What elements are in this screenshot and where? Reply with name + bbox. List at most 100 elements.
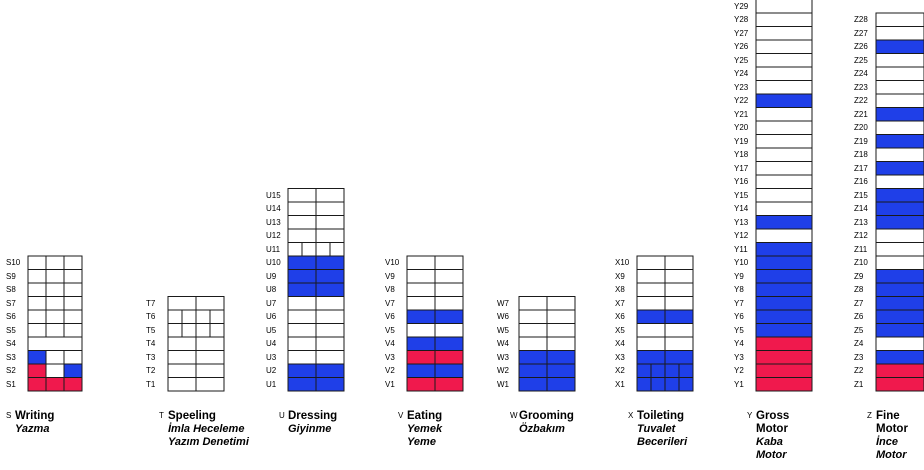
cell-s5-3 [63, 323, 83, 338]
row-label: V1 [385, 379, 395, 389]
cell-u15-2 [315, 188, 345, 203]
cell-v4-1 [406, 336, 436, 351]
cell-u4-2 [315, 336, 345, 351]
cell-w5-1 [518, 323, 548, 338]
cell-u12-1 [287, 228, 317, 243]
category-title-tr: Tuvalet [637, 423, 676, 435]
row-label: Y19 [734, 136, 749, 146]
cell-z27-1 [875, 26, 924, 41]
grid-y [755, 0, 813, 392]
row-label: S7 [6, 298, 16, 308]
row-label: Z1 [854, 379, 864, 389]
cell-s8-2 [45, 282, 65, 297]
category-title-tr: İmla Heceleme [168, 423, 245, 435]
row-label: Z22 [854, 96, 868, 105]
row-label: Y6 [734, 312, 744, 321]
cell-u15-1 [287, 188, 317, 203]
grid-z [875, 12, 924, 392]
row-label: S10 [6, 258, 21, 267]
category-title-en: Writing [15, 410, 55, 422]
row-label: Y2 [734, 366, 744, 375]
row-label: S4 [6, 339, 16, 348]
row-label: Y9 [734, 271, 744, 281]
row-label: W3 [497, 352, 509, 362]
cell-z9-1 [875, 269, 924, 284]
cell-s6-3 [63, 309, 83, 324]
row-label: Y22 [734, 96, 749, 105]
cell-x3-1 [636, 350, 666, 365]
cell-v8-2 [434, 282, 464, 297]
row-label: U11 [266, 244, 281, 254]
row-label: Y1 [734, 379, 744, 389]
row-label: Y3 [734, 352, 744, 362]
cell-t1-1 [167, 377, 197, 392]
row-label: Z25 [854, 55, 868, 65]
row-label: Z13 [854, 217, 868, 227]
cell-w7-2 [546, 296, 576, 311]
row-label: Y24 [734, 69, 749, 78]
row-label: W7 [497, 298, 509, 308]
row-label: Z6 [854, 312, 864, 321]
cell-s3-3 [63, 350, 83, 365]
cell-w5-2 [546, 323, 576, 338]
row-label: Z23 [854, 82, 868, 92]
cell-s4-1 [27, 336, 83, 351]
row-label: T3 [146, 352, 156, 362]
cell-s7-3 [63, 296, 83, 311]
cell-y17-1 [755, 161, 813, 176]
cell-z18-1 [875, 147, 924, 162]
row-label: Y25 [734, 55, 749, 65]
cell-x6-2 [664, 309, 694, 324]
cell-v7-2 [434, 296, 464, 311]
row-label: U13 [266, 217, 281, 227]
category-title-tr: Motor [876, 449, 907, 461]
cell-v6-2 [434, 309, 464, 324]
row-label: Y23 [734, 82, 749, 92]
cell-x4-1 [636, 336, 666, 351]
row-label: Z8 [854, 285, 864, 294]
row-label: Y13 [734, 217, 749, 227]
row-label: Y8 [734, 285, 744, 294]
cell-z26-1 [875, 39, 924, 54]
cell-x1-4 [678, 377, 694, 392]
cell-y15-1 [755, 188, 813, 203]
row-label: X5 [615, 325, 625, 335]
row-label: Z10 [854, 258, 868, 267]
row-label: Y18 [734, 150, 749, 159]
cell-x9-1 [636, 269, 666, 284]
cell-y9-1 [755, 269, 813, 284]
cell-u14-2 [315, 201, 345, 216]
cell-t7-2 [195, 296, 225, 311]
cell-x2-1 [636, 363, 652, 378]
row-label: X8 [615, 285, 625, 294]
cell-t5-1 [167, 323, 183, 338]
cell-v1-1 [406, 377, 436, 392]
cell-y29-1 [755, 0, 813, 14]
category-letter: Z [867, 411, 872, 420]
cell-s7-2 [45, 296, 65, 311]
category-title-tr: Yazma [15, 423, 50, 435]
row-label: T7 [146, 298, 156, 308]
cell-v10-1 [406, 255, 436, 270]
row-label: V5 [385, 325, 395, 335]
cell-v8-1 [406, 282, 436, 297]
cell-w7-1 [518, 296, 548, 311]
category-title-tr: Yemek [407, 423, 443, 435]
cell-u7-2 [315, 296, 345, 311]
cell-u3-2 [315, 350, 345, 365]
row-label: Z18 [854, 150, 868, 159]
cell-z7-1 [875, 296, 924, 311]
grid-v [406, 255, 464, 392]
cell-w3-2 [546, 350, 576, 365]
row-label: S5 [6, 325, 16, 335]
cell-s6-1 [27, 309, 47, 324]
cell-w1-1 [518, 377, 548, 392]
cell-v10-2 [434, 255, 464, 270]
cell-u1-1 [287, 377, 317, 392]
row-label: X9 [615, 271, 625, 281]
category-title-en: Grooming [519, 410, 574, 422]
cell-u8-2 [315, 282, 345, 297]
category-letter: S [6, 411, 12, 420]
cell-u11-4 [329, 242, 345, 257]
